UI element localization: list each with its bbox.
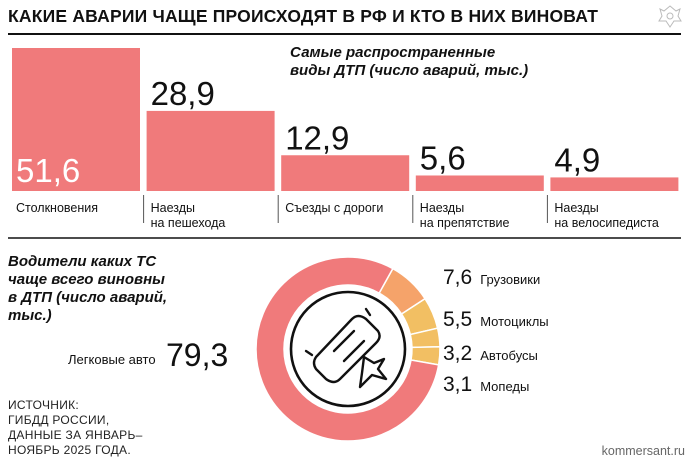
donut-hole	[286, 287, 410, 411]
bar-1	[12, 48, 140, 191]
bar-chart-title: Самые распространенные виды ДТП (число а…	[290, 44, 529, 79]
source-note: ИСТОЧНИК: ГИБДД РОССИИ, ДАННЫЕ ЗА ЯНВАРЬ…	[8, 398, 143, 457]
bar-3	[281, 155, 410, 191]
bar-category-label: Наезды на пешехода	[151, 201, 226, 230]
donut-label: 7,6 Грузовики	[443, 266, 540, 289]
donut-label: 3,1 Мопеды	[443, 373, 529, 396]
donut-label: 3,2 Автобусы	[443, 342, 538, 365]
bar-value-label: 12,9	[285, 119, 349, 156]
car-crash-icon	[289, 290, 407, 408]
page-title: КАКИЕ АВАРИИ ЧАЩЕ ПРОИСХОДЯТ В РФ И КТО …	[8, 6, 599, 26]
bar-2	[146, 110, 275, 191]
bar-5	[550, 177, 679, 191]
title-rule	[8, 33, 681, 35]
kommersant-emblem-icon	[658, 5, 682, 28]
bar-category-label: Наезды на велосипедиста	[554, 201, 659, 230]
site-credit: kommersant.ru	[601, 444, 685, 458]
bar-category-label: Столкновения	[16, 201, 98, 215]
bar-value-label: 4,9	[554, 141, 600, 178]
bar-chart: 51,6 Столкновения 28,9 Наезды на пешехода 12,…	[8, 48, 681, 239]
donut-chart-title: Водители каких ТС чаще всего виновны в Д…	[8, 253, 168, 324]
bar-category-label: Съезды с дороги	[285, 201, 383, 215]
donut-label: Легковые авто	[68, 352, 156, 367]
bar-category-label: Наезды на препятствие	[420, 201, 510, 230]
bar-value-label: 28,9	[151, 75, 215, 112]
donut-slice-1	[255, 256, 440, 442]
bar-value-label: 51,6	[16, 152, 80, 189]
donut-value-label: 79,3	[166, 337, 228, 373]
bar-value-label: 5,6	[420, 139, 466, 176]
bar-4	[415, 175, 544, 191]
donut-label: 5,5 Мотоциклы	[443, 308, 549, 331]
